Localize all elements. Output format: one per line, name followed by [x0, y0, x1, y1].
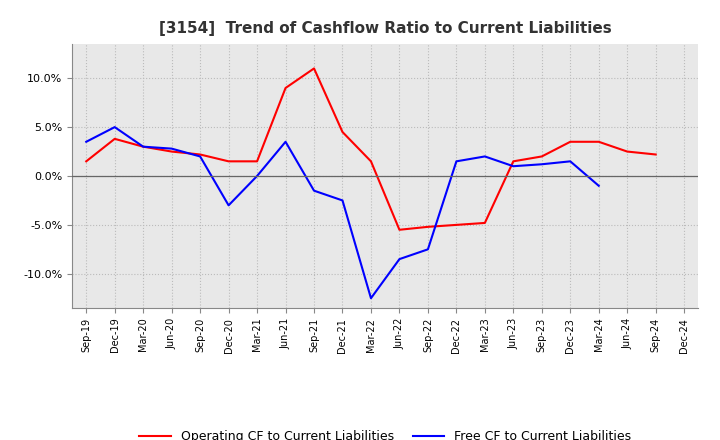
Free CF to Current Liabilities	[366, 296, 375, 301]
Free CF to Current Liabilities	[139, 144, 148, 149]
Operating CF to Current Liabilities	[395, 227, 404, 232]
Operating CF to Current Liabilities	[225, 159, 233, 164]
Free CF to Current Liabilities	[480, 154, 489, 159]
Operating CF to Current Liabilities	[196, 152, 204, 157]
Free CF to Current Liabilities	[196, 154, 204, 159]
Operating CF to Current Liabilities	[566, 139, 575, 144]
Free CF to Current Liabilities	[110, 125, 119, 130]
Line: Free CF to Current Liabilities: Free CF to Current Liabilities	[86, 127, 599, 298]
Operating CF to Current Liabilities	[253, 159, 261, 164]
Operating CF to Current Liabilities	[139, 144, 148, 149]
Free CF to Current Liabilities	[282, 139, 290, 144]
Operating CF to Current Liabilities	[167, 149, 176, 154]
Free CF to Current Liabilities	[423, 247, 432, 252]
Operating CF to Current Liabilities	[652, 152, 660, 157]
Free CF to Current Liabilities	[595, 183, 603, 188]
Title: [3154]  Trend of Cashflow Ratio to Current Liabilities: [3154] Trend of Cashflow Ratio to Curren…	[159, 21, 611, 36]
Free CF to Current Liabilities	[537, 161, 546, 167]
Operating CF to Current Liabilities	[537, 154, 546, 159]
Free CF to Current Liabilities	[310, 188, 318, 193]
Free CF to Current Liabilities	[509, 164, 518, 169]
Operating CF to Current Liabilities	[366, 159, 375, 164]
Free CF to Current Liabilities	[82, 139, 91, 144]
Legend: Operating CF to Current Liabilities, Free CF to Current Liabilities: Operating CF to Current Liabilities, Fre…	[135, 425, 636, 440]
Operating CF to Current Liabilities	[595, 139, 603, 144]
Operating CF to Current Liabilities	[452, 222, 461, 227]
Free CF to Current Liabilities	[167, 146, 176, 151]
Operating CF to Current Liabilities	[282, 85, 290, 91]
Operating CF to Current Liabilities	[310, 66, 318, 71]
Line: Operating CF to Current Liabilities: Operating CF to Current Liabilities	[86, 69, 656, 230]
Operating CF to Current Liabilities	[338, 129, 347, 135]
Free CF to Current Liabilities	[225, 203, 233, 208]
Operating CF to Current Liabilities	[509, 159, 518, 164]
Free CF to Current Liabilities	[395, 257, 404, 262]
Operating CF to Current Liabilities	[623, 149, 631, 154]
Operating CF to Current Liabilities	[110, 136, 119, 142]
Operating CF to Current Liabilities	[480, 220, 489, 226]
Free CF to Current Liabilities	[566, 159, 575, 164]
Free CF to Current Liabilities	[253, 173, 261, 179]
Free CF to Current Liabilities	[452, 159, 461, 164]
Free CF to Current Liabilities	[338, 198, 347, 203]
Operating CF to Current Liabilities	[423, 224, 432, 230]
Operating CF to Current Liabilities	[82, 159, 91, 164]
